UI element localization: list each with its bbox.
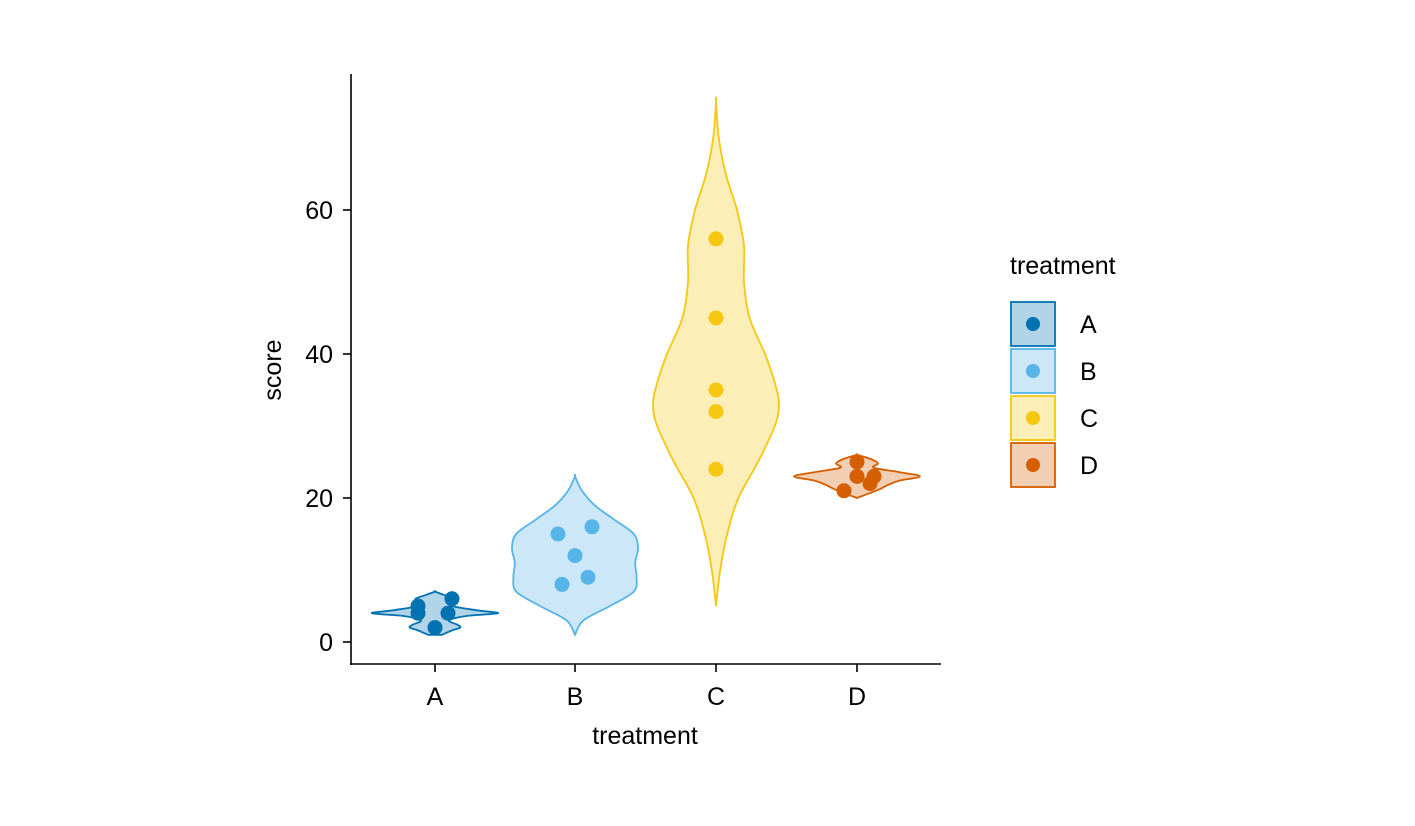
data-point-A bbox=[427, 620, 443, 636]
data-point-D bbox=[836, 483, 852, 499]
x-tick-label: A bbox=[427, 683, 444, 711]
legend-label: D bbox=[1080, 452, 1098, 480]
x-axis-ticks: A B C D bbox=[427, 664, 866, 711]
y-tick-label: 0 bbox=[319, 629, 333, 657]
data-point-B bbox=[584, 519, 600, 535]
legend-label: C bbox=[1080, 405, 1098, 433]
legend-title: treatment bbox=[1010, 252, 1116, 280]
y-tick-label: 20 bbox=[305, 485, 333, 513]
data-point-C bbox=[708, 461, 724, 477]
data-point-D bbox=[866, 468, 882, 484]
data-point-D bbox=[849, 468, 865, 484]
y-tick-label: 40 bbox=[305, 341, 333, 369]
legend-key-point bbox=[1026, 364, 1040, 378]
data-point-A bbox=[410, 598, 426, 614]
data-point-C bbox=[708, 382, 724, 398]
x-tick-label: C bbox=[707, 683, 725, 711]
legend-key-point bbox=[1026, 411, 1040, 425]
y-axis-title: score bbox=[259, 339, 287, 400]
data-point-B bbox=[550, 526, 566, 542]
data-point-B bbox=[554, 576, 570, 592]
data-point-B bbox=[580, 569, 596, 585]
data-point-D bbox=[849, 454, 865, 470]
legend-label: A bbox=[1080, 311, 1097, 339]
violin-C bbox=[652, 96, 780, 607]
data-point-C bbox=[708, 310, 724, 326]
legend-key-point bbox=[1026, 317, 1040, 331]
y-tick-label: 60 bbox=[305, 197, 333, 225]
x-tick-label: D bbox=[848, 683, 866, 711]
data-point-C bbox=[708, 404, 724, 420]
legend-key-point bbox=[1026, 458, 1040, 472]
data-point-A bbox=[444, 591, 460, 607]
points-layer bbox=[410, 231, 882, 636]
data-point-C bbox=[708, 231, 724, 247]
violins-layer bbox=[371, 96, 921, 637]
data-point-A bbox=[440, 605, 456, 621]
y-axis-ticks: 0 20 40 60 bbox=[305, 197, 351, 657]
x-axis-title: treatment bbox=[592, 722, 698, 750]
x-tick-label: B bbox=[567, 683, 584, 711]
legend-label: B bbox=[1080, 358, 1097, 386]
data-point-B bbox=[567, 548, 583, 564]
